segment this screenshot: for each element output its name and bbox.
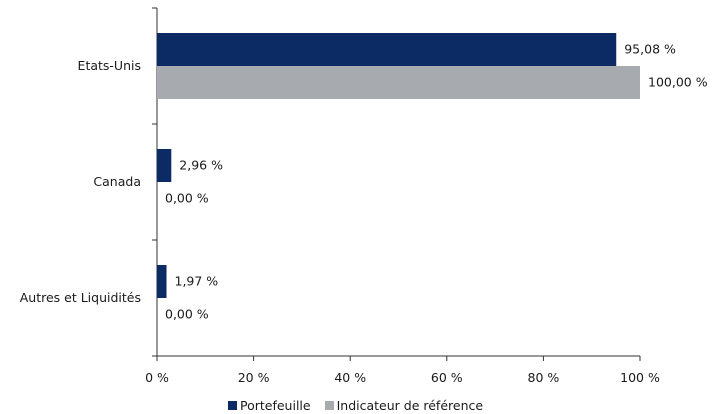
x-tick-label: 60 % (431, 370, 463, 385)
x-tick-label: 80 % (528, 370, 560, 385)
legend-swatch-indicateur (324, 401, 334, 410)
legend-swatch-portefeuille (228, 401, 237, 410)
data-label-portefeuille-autres-et-liquidites: 1,97 % (175, 274, 219, 289)
legend-label-indicateur: Indicateur de référence (336, 398, 484, 413)
legend-label-portefeuille: Portefeuille (240, 398, 311, 413)
x-tick-label: 40 % (334, 370, 366, 385)
legend: Portefeuille Indicateur de référence (228, 398, 497, 413)
data-label-portefeuille-etats-unis: 95,08 % (624, 42, 676, 57)
data-label-indicateur-de-reference-autres-et-liquidites: 0,00 % (165, 307, 209, 322)
category-label-etats-unis: Etats-Unis (78, 58, 141, 73)
x-tick-label: 20 % (238, 370, 270, 385)
data-label-indicateur-de-reference-canada: 0,00 % (165, 191, 209, 206)
bar-portefeuille-autres-et-liquidites (157, 265, 167, 298)
legend-item-portefeuille: Portefeuille (228, 398, 311, 413)
legend-item-indicateur: Indicateur de référence (324, 398, 484, 413)
bar-portefeuille-etats-unis (157, 33, 617, 66)
bar-portefeuille-canada (157, 149, 172, 182)
category-label-autres-et-liquidites: Autres et Liquidités (20, 290, 141, 305)
labels: Etats-Unis 95,08 % 100,00 % Canada 2,96 % 0,0… (20, 42, 708, 322)
bar-indicateur-de-reference-etats-unis (157, 66, 640, 99)
x-tick-label: 0 % (145, 370, 169, 385)
x-tick-label: 100 % (620, 370, 660, 385)
bars (157, 33, 640, 298)
data-label-indicateur-de-reference-etats-unis: 100,00 % (648, 75, 708, 90)
data-label-portefeuille-canada: 2,96 % (179, 158, 223, 173)
category-label-canada: Canada (93, 174, 141, 189)
axes: 0 % 20 % 40 % 60 % 80 % 100 % (145, 7, 660, 385)
